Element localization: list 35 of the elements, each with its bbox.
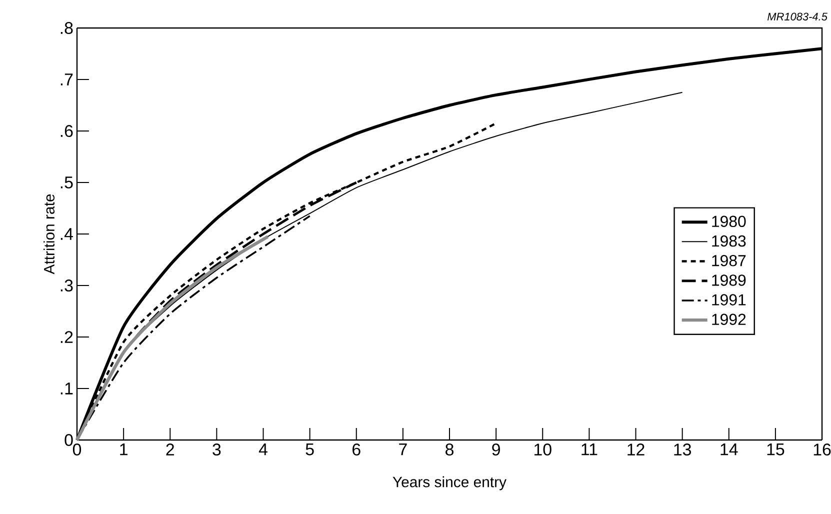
y-tick-label: 0 — [64, 434, 73, 446]
x-tick-label: 13 — [674, 444, 691, 456]
legend-label: 1992 — [712, 314, 746, 326]
legend-label: 1989 — [712, 274, 746, 286]
x-tick-label: 10 — [534, 444, 552, 456]
x-axis-title: Years since entry — [392, 476, 506, 490]
x-tick-label: 7 — [399, 444, 407, 456]
x-tick-label: 11 — [582, 444, 598, 456]
x-tick-label: 2 — [166, 444, 174, 456]
x-tick-label: 4 — [258, 444, 268, 456]
text: MR1083-4.5 — [768, 12, 828, 20]
legend-label: 1987 — [712, 254, 746, 266]
y-tick-label: .8 — [60, 22, 73, 34]
x-tick-label: 6 — [352, 444, 360, 456]
y-tick-label: .1 — [60, 382, 73, 394]
y-tick-label: .2 — [60, 331, 73, 343]
x-tick-label: 8 — [446, 444, 454, 456]
x-tick-label: 15 — [767, 444, 784, 456]
y-tick-label: .3 — [60, 280, 73, 292]
x-tick-label: 16 — [814, 444, 831, 456]
x-tick-label: 5 — [306, 444, 314, 456]
y-tick-label: .4 — [60, 228, 73, 240]
legend-label: 1980 — [712, 216, 746, 228]
y-tick-label: .6 — [60, 125, 73, 138]
y-axis-title: Attrition rate — [44, 194, 55, 274]
x-tick-label: 1 — [120, 444, 128, 456]
legend-label: 1983 — [712, 235, 746, 247]
x-tick-label: 14 — [720, 444, 738, 456]
y-tick-label: .7 — [60, 74, 73, 86]
x-tick-label: 12 — [628, 444, 644, 456]
x-tick-label: 3 — [212, 444, 221, 456]
x-tick-label: 0 — [72, 444, 82, 456]
x-tick-label: 9 — [492, 444, 500, 456]
legend-label: 1991 — [712, 294, 746, 306]
y-tick-label: .5 — [60, 176, 73, 188]
